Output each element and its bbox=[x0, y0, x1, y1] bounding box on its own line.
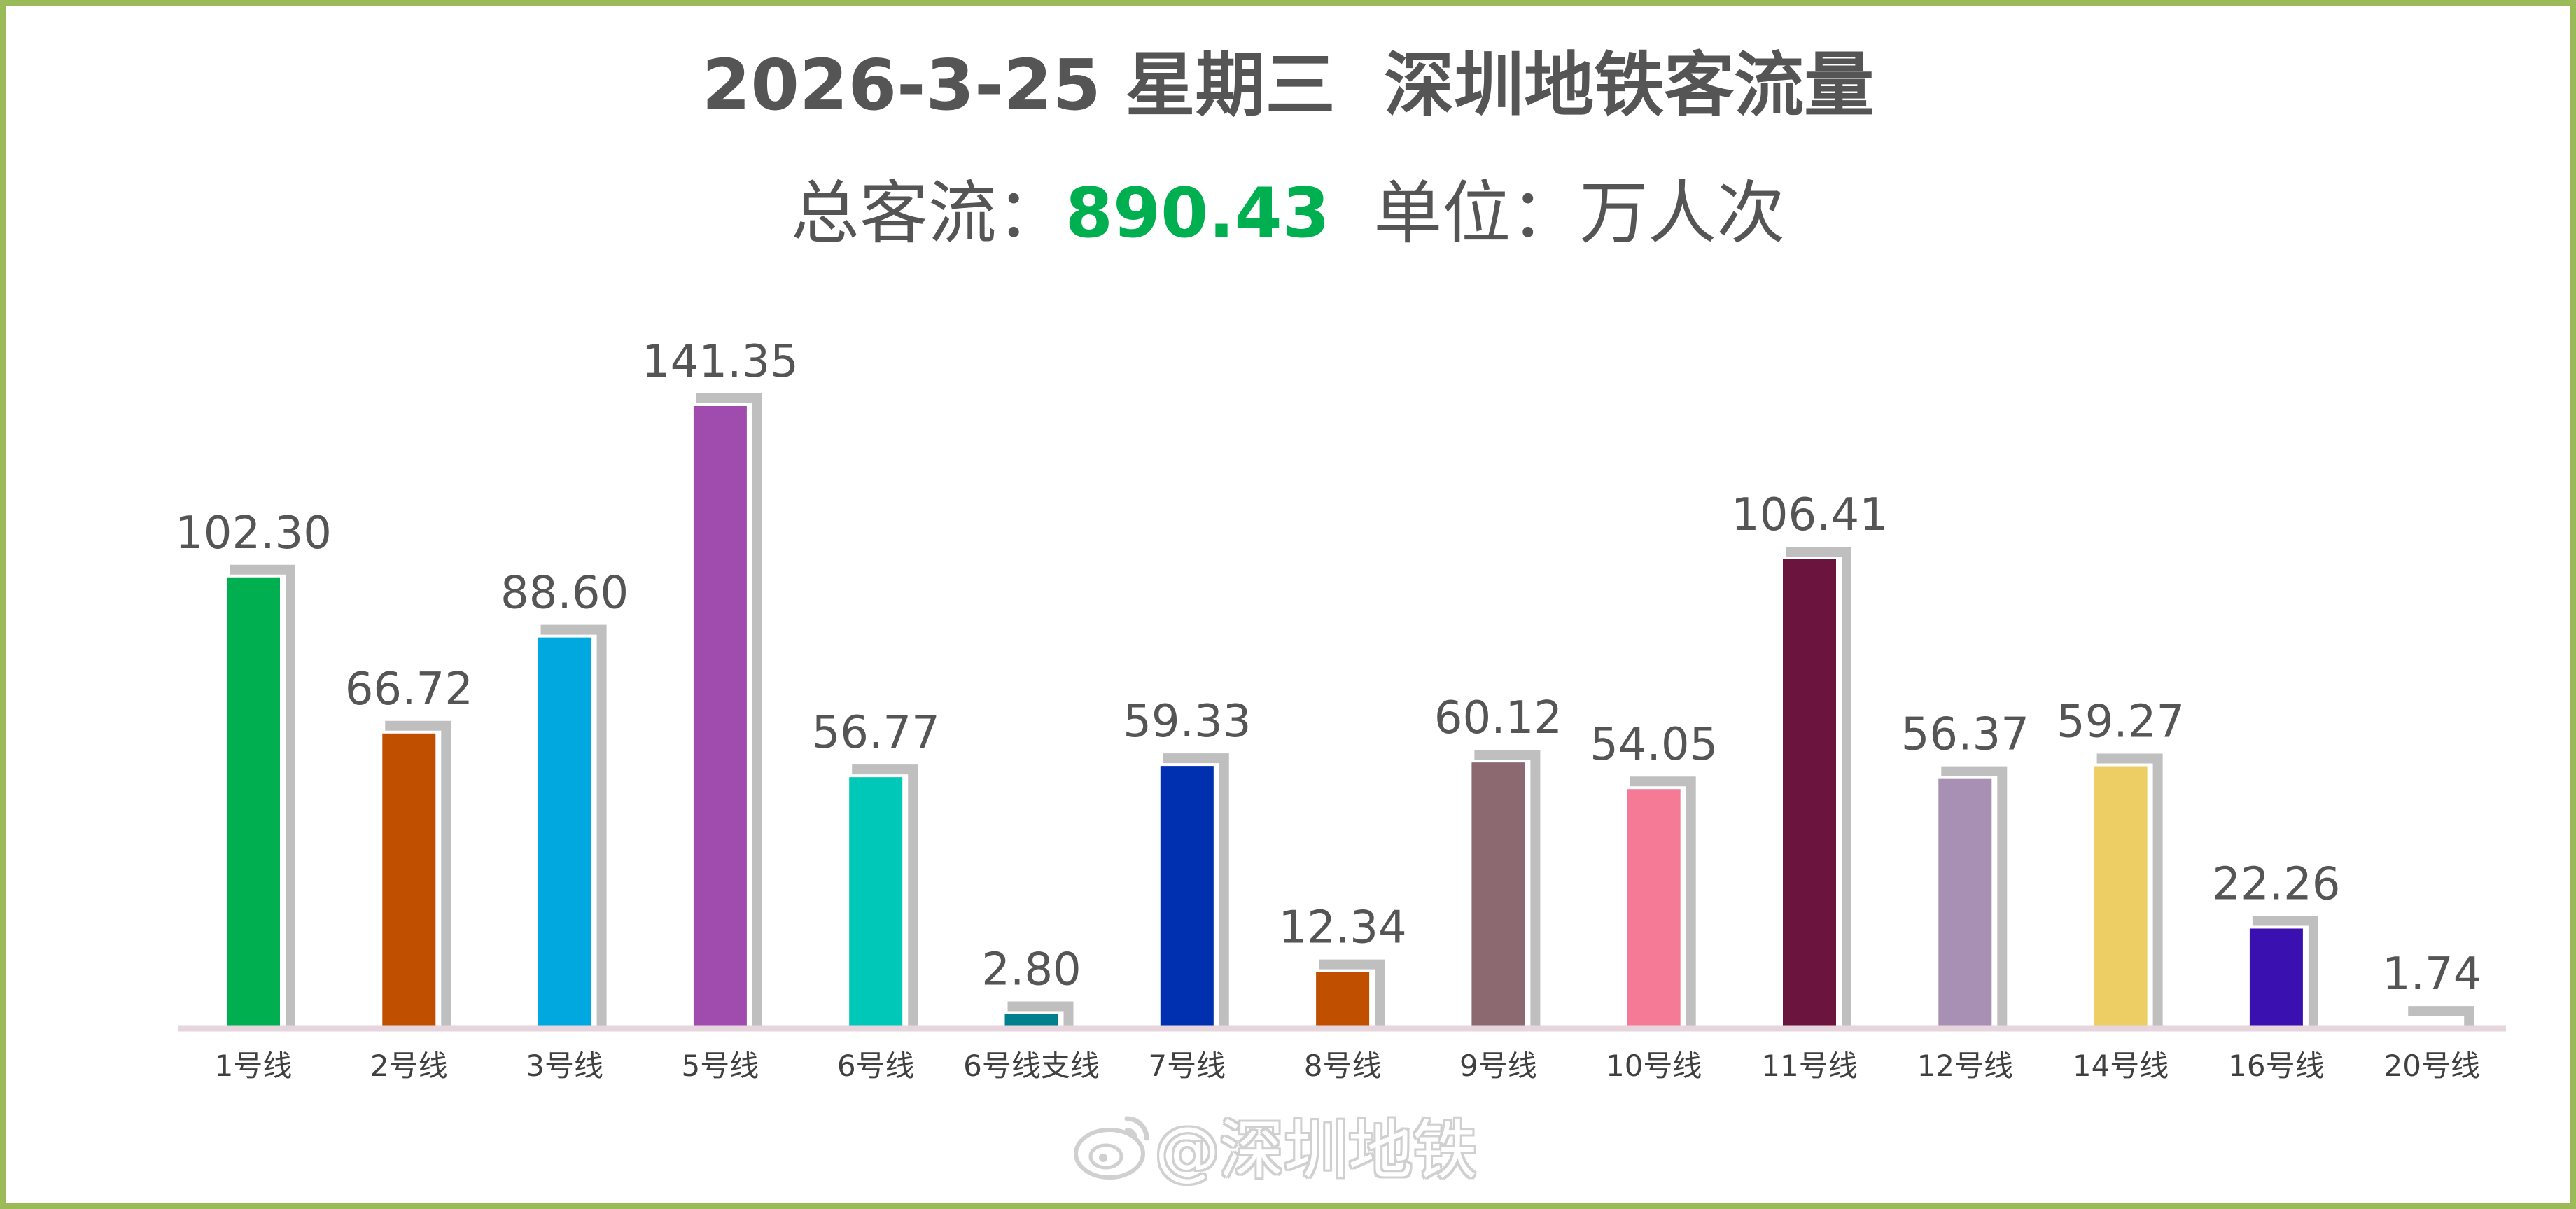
value-label: 102.30 bbox=[175, 508, 332, 559]
watermark-text: @深圳地铁 bbox=[1155, 1112, 1478, 1188]
bar bbox=[2249, 928, 2303, 1026]
category-label: 8号线 bbox=[1304, 1049, 1382, 1083]
bar bbox=[1316, 972, 1370, 1026]
category-label: 14号线 bbox=[2073, 1049, 2169, 1083]
bar bbox=[382, 733, 436, 1026]
bar bbox=[1938, 778, 1992, 1026]
bar bbox=[849, 777, 903, 1026]
chart-subtitle: 总客流：890.43 单位：万人次 bbox=[0, 158, 2576, 257]
bar-shadow bbox=[1007, 1001, 1074, 1026]
category-label: 1号线 bbox=[215, 1049, 293, 1083]
value-labels-group: 102.30 66.72 88.60 141.35 56.77 2.80 59.33 12.3… bbox=[175, 336, 2482, 1000]
bar-shadow bbox=[230, 564, 295, 1026]
category-label: 16号线 bbox=[2228, 1049, 2324, 1083]
bar bbox=[2405, 1019, 2459, 1026]
value-label: 12.34 bbox=[1278, 902, 1406, 954]
chart-title: 2026-3-25 星期三 深圳地铁客流量 bbox=[701, 44, 1875, 126]
bar-shadow bbox=[385, 720, 451, 1026]
category-label: 7号线 bbox=[1148, 1049, 1226, 1083]
value-label: 88.60 bbox=[500, 568, 629, 620]
category-label: 12号线 bbox=[1917, 1049, 2013, 1083]
bar-shadow bbox=[1474, 750, 1541, 1026]
value-label: 66.72 bbox=[345, 664, 473, 715]
value-label: 2.80 bbox=[981, 944, 1082, 995]
total-label: 总客流： bbox=[790, 174, 1065, 253]
bar-shadow bbox=[2408, 1006, 2474, 1026]
bar-shadow bbox=[540, 624, 607, 1026]
value-label: 106.41 bbox=[1731, 489, 1888, 541]
category-label: 11号线 bbox=[1761, 1049, 1857, 1083]
bar bbox=[227, 577, 280, 1026]
value-label: 59.27 bbox=[2057, 696, 2185, 748]
category-label: 10号线 bbox=[1606, 1049, 1702, 1083]
bar-shadow bbox=[2252, 916, 2318, 1026]
value-label: 1.74 bbox=[2382, 949, 2482, 1000]
weibo-logo-icon bbox=[1074, 1116, 1149, 1180]
category-label: 6号线 bbox=[837, 1049, 915, 1083]
category-label: 2号线 bbox=[370, 1049, 448, 1083]
bar bbox=[1004, 1014, 1058, 1026]
bar bbox=[693, 406, 747, 1026]
unit-label: 单位：万人次 bbox=[1329, 174, 1786, 253]
bar bbox=[1783, 559, 1836, 1026]
category-label: 9号线 bbox=[1460, 1049, 1537, 1083]
bar-shadow bbox=[1163, 753, 1229, 1026]
category-labels-group: 1号线 2号线 3号线 5号线 6号线 6号线支线 7号线 8号线 9号线 10号线 11号线 12号… bbox=[215, 1049, 2480, 1083]
bar bbox=[2094, 766, 2148, 1026]
value-label: 56.37 bbox=[1901, 709, 2029, 761]
total-value: 890.43 bbox=[1065, 174, 1330, 253]
category-label: 3号线 bbox=[526, 1049, 603, 1083]
bar bbox=[1471, 762, 1525, 1026]
category-label: 5号线 bbox=[682, 1049, 760, 1083]
bar-shadow bbox=[696, 393, 762, 1026]
bar-shadow bbox=[2096, 753, 2163, 1026]
bars-group bbox=[227, 393, 2474, 1026]
bar-shadow bbox=[1941, 766, 2008, 1026]
value-label: 141.35 bbox=[642, 336, 799, 388]
watermark: @深圳地铁 bbox=[1071, 1106, 1477, 1188]
value-label: 54.05 bbox=[1590, 719, 1718, 771]
category-label: 20号线 bbox=[2384, 1049, 2479, 1083]
value-label: 59.33 bbox=[1123, 696, 1251, 748]
bar-shadow bbox=[1786, 547, 1851, 1026]
bar-shadow bbox=[1319, 959, 1385, 1026]
value-label: 60.12 bbox=[1434, 692, 1562, 744]
value-label: 56.77 bbox=[812, 707, 940, 759]
bar bbox=[538, 637, 592, 1026]
value-label: 22.26 bbox=[2212, 858, 2340, 910]
bar-shadow bbox=[852, 764, 918, 1026]
bar bbox=[1627, 789, 1681, 1026]
category-label: 6号线支线 bbox=[963, 1049, 1100, 1083]
bar-shadow bbox=[1630, 776, 1696, 1026]
bar bbox=[1160, 766, 1214, 1026]
